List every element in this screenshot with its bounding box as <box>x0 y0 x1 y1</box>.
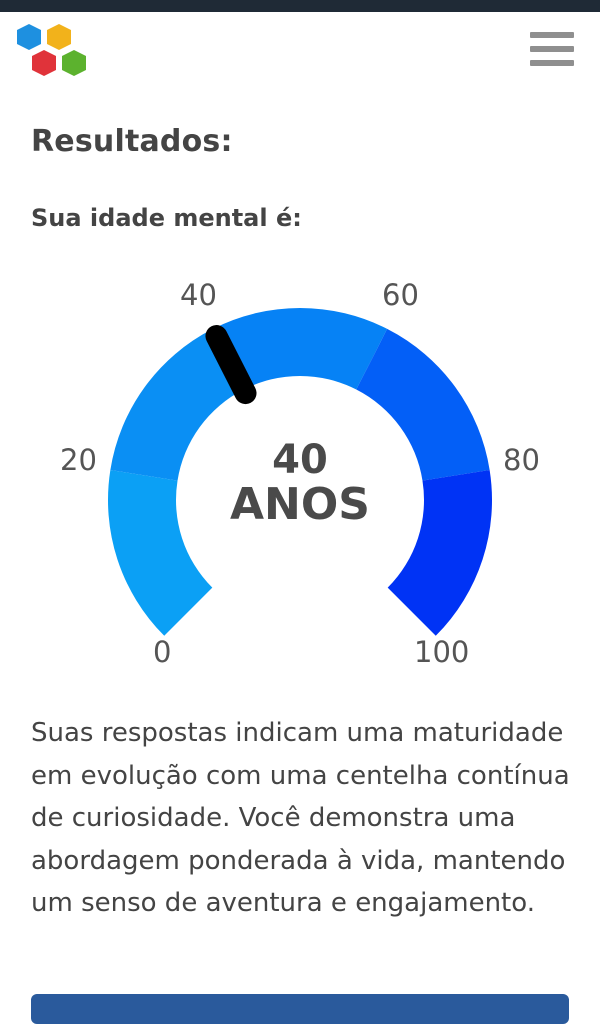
hamburger-icon <box>530 32 574 38</box>
page-title: Resultados: <box>31 124 233 159</box>
gauge-tick-40: 40 <box>180 278 217 312</box>
hamburger-menu-button[interactable] <box>530 32 574 72</box>
gauge-tick-60: 60 <box>382 278 419 312</box>
gauge-segment-2 <box>110 328 244 481</box>
gauge-tick-100: 100 <box>414 635 470 669</box>
mental-age-heading: Sua idade mental é: <box>31 204 302 232</box>
status-bar <box>0 0 600 12</box>
mental-age-gauge: 0 20 40 60 80 100 40 ANOS <box>0 250 600 680</box>
gauge-tick-20: 20 <box>60 443 97 477</box>
gauge-svg <box>108 308 493 636</box>
gauge-segment-4 <box>356 328 490 481</box>
hexagon-cluster-logo[interactable] <box>12 22 92 82</box>
gauge-needle <box>205 325 257 405</box>
gauge-tick-0: 0 <box>153 635 172 669</box>
gauge-segment-3 <box>212 308 388 390</box>
gauge-segment-1 <box>108 469 213 636</box>
gauge-tick-80: 80 <box>503 443 540 477</box>
gauge-value: 40 <box>272 437 328 483</box>
gauge-segment-5 <box>387 469 493 636</box>
next-button[interactable] <box>31 994 569 1024</box>
gauge-unit: ANOS <box>230 479 370 530</box>
result-description: Suas respostas indicam uma maturidade em… <box>31 718 570 918</box>
